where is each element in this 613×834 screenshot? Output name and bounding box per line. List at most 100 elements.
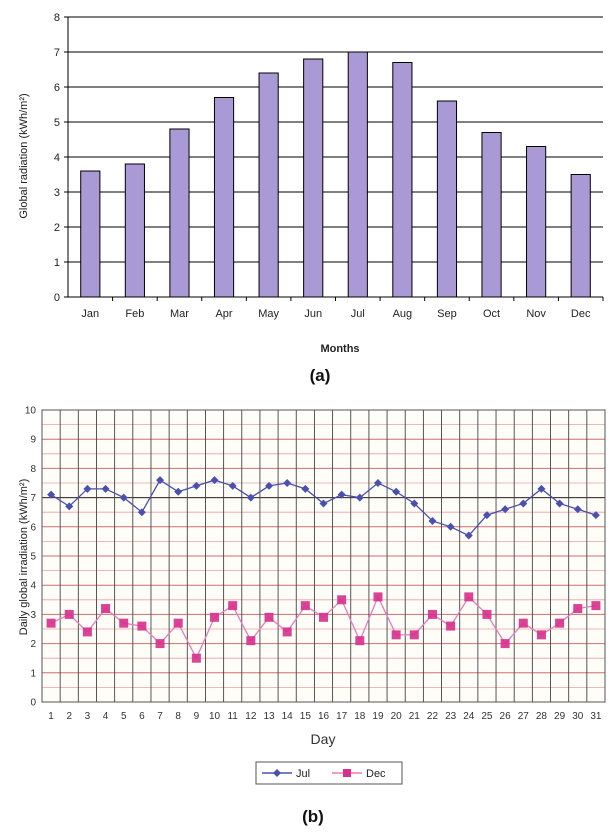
chart-b-gridlines	[42, 409, 605, 702]
chart-b-x-tick-label: 7	[157, 711, 163, 722]
chart-b-point-dec	[191, 653, 201, 663]
chart-b-point-jul	[355, 493, 364, 502]
chart-a-bar-oct	[481, 132, 502, 298]
chart-a-bar-apr	[213, 97, 235, 298]
chart-b-y-tick-label: 7	[30, 493, 36, 504]
bar-chart-monthly-global-radiation: 0 1 2 3 4 5 6 7 8 Jan Feb Mar Apr May Jun Jul Aug Sep Oct…	[18, 12, 604, 385]
chart-b-point-dec	[446, 621, 456, 631]
chart-b-y-tick-label: 8	[30, 464, 36, 475]
chart-a-x-tick-label: Jun	[304, 308, 322, 320]
chart-b-point-jul	[192, 481, 201, 490]
chart-b-point-dec	[64, 609, 74, 619]
chart-a-axes	[64, 16, 604, 301]
chart-b-x-tick-label: 21	[409, 711, 421, 722]
chart-b-point-jul	[337, 490, 346, 499]
chart-b-point-jul	[392, 487, 401, 496]
chart-b-point-jul	[119, 493, 128, 502]
legend-dec-label: Dec	[366, 768, 386, 780]
chart-b-point-jul	[373, 479, 382, 487]
chart-a-y-tick-label: 1	[54, 257, 60, 269]
chart-a-x-tick-label: Jul	[351, 308, 365, 320]
chart-b-y-tick-label: 10	[25, 406, 37, 417]
chart-b-point-jul	[555, 499, 564, 508]
chart-b-x-tick-label: 4	[103, 711, 109, 722]
chart-a-x-tick-labels: Jan Feb Mar Apr May Jun Jul Aug Sep Oct Nov Dec	[81, 308, 591, 320]
chart-b-point-dec	[518, 618, 528, 628]
chart-b-x-tick-label: 8	[175, 711, 181, 722]
chart-b-y-tick-label: 2	[30, 639, 36, 650]
chart-a-y-tick-label: 2	[54, 222, 60, 234]
chart-b-caption: (b)	[302, 807, 324, 826]
chart-b-x-tick-label: 11	[227, 711, 238, 722]
chart-b-point-jul	[428, 516, 437, 525]
chart-b-x-tick-label: 27	[518, 711, 530, 722]
chart-b-x-tick-label: 19	[372, 711, 384, 722]
chart-b-x-tick-label: 20	[391, 711, 403, 722]
chart-b-point-dec	[300, 601, 310, 611]
chart-b-point-dec	[319, 612, 328, 622]
chart-b-x-tick-label: 25	[481, 711, 493, 722]
chart-b-x-tick-label: 29	[554, 711, 566, 722]
chart-b-point-jul	[410, 499, 419, 508]
chart-b-x-tick-label: 9	[194, 711, 200, 722]
chart-b-point-dec	[282, 627, 292, 637]
chart-b-point-jul	[573, 505, 582, 514]
chart-a-x-tick-label: Jan	[81, 308, 99, 320]
chart-b-y-tick-label: 9	[30, 435, 36, 446]
chart-b-point-dec	[409, 630, 419, 640]
chart-b-x-tick-label: 18	[354, 711, 366, 722]
chart-b-x-tick-label: 10	[209, 711, 221, 722]
chart-b-point-jul	[156, 476, 165, 485]
chart-a-y-tick-label: 7	[54, 47, 60, 59]
chart-b-plot-background	[42, 410, 605, 702]
chart-b-x-tick-label: 12	[245, 711, 257, 722]
chart-b-frame	[41, 409, 606, 703]
chart-a-y-tick-label: 0	[54, 292, 60, 304]
chart-b-x-tick-label: 23	[445, 711, 457, 722]
chart-b-point-jul	[65, 502, 74, 511]
chart-b-y-tick-label: 6	[30, 522, 36, 533]
chart-b-point-dec	[555, 618, 565, 628]
chart-b-y-tick-label: 5	[30, 552, 36, 563]
chart-b-point-dec	[46, 618, 56, 628]
chart-b-x-tick-label: 13	[263, 711, 275, 722]
chart-b-point-jul	[519, 499, 528, 508]
chart-b-point-dec	[173, 618, 183, 628]
chart-b-point-jul	[446, 522, 455, 531]
chart-a-x-tick-label: Aug	[393, 308, 413, 320]
chart-b-point-dec	[264, 612, 274, 622]
chart-b-legend: Jul Dec	[255, 761, 403, 785]
chart-b-x-tick-label: 3	[85, 711, 91, 722]
chart-a-bar-jun	[303, 58, 324, 298]
chart-b-point-jul	[501, 505, 510, 514]
chart-a-x-tick-label: Apr	[215, 308, 232, 320]
chart-b-point-jul	[464, 531, 473, 540]
chart-a-y-tick-label: 8	[54, 12, 60, 24]
chart-a-x-tick-label: May	[258, 308, 279, 320]
chart-a-y-tick-label: 6	[54, 82, 60, 94]
chart-b-point-jul	[137, 508, 146, 517]
chart-a-y-axis-label: Global radiation (kWh/m²)	[18, 93, 30, 218]
chart-a-bar-aug	[392, 62, 413, 298]
chart-b-point-jul	[210, 476, 219, 485]
chart-b-point-dec	[119, 618, 129, 628]
chart-a-bar-jul	[347, 51, 368, 298]
chart-b-point-dec	[536, 630, 546, 640]
chart-b-x-tick-label: 14	[282, 711, 294, 722]
chart-b-x-tick-label: 17	[336, 711, 348, 722]
chart-a-bar-may	[258, 72, 279, 298]
chart-b-x-tick-labels: 1 2 3 4 5 6 7 8 9 10 11 12 13 14 15 16 17 18 19 20 21 22 23 24 2…	[48, 711, 602, 722]
chart-b-point-jul	[319, 499, 328, 508]
chart-b-x-tick-label: 28	[536, 711, 548, 722]
chart-a-x-tick-label: Feb	[125, 308, 144, 320]
chart-a-bar-nov	[526, 146, 547, 298]
chart-b-point-jul	[283, 479, 292, 487]
chart-b-x-tick-label: 22	[427, 711, 439, 722]
chart-b-point-dec	[500, 639, 510, 649]
legend-dec-marker	[343, 769, 351, 777]
chart-a-bar-mar	[169, 128, 190, 298]
chart-a-y-tick-label: 5	[54, 117, 60, 129]
chart-b-x-tick-label: 15	[300, 711, 312, 722]
chart-b-point-jul	[101, 484, 110, 493]
chart-b-point-dec	[573, 604, 583, 614]
